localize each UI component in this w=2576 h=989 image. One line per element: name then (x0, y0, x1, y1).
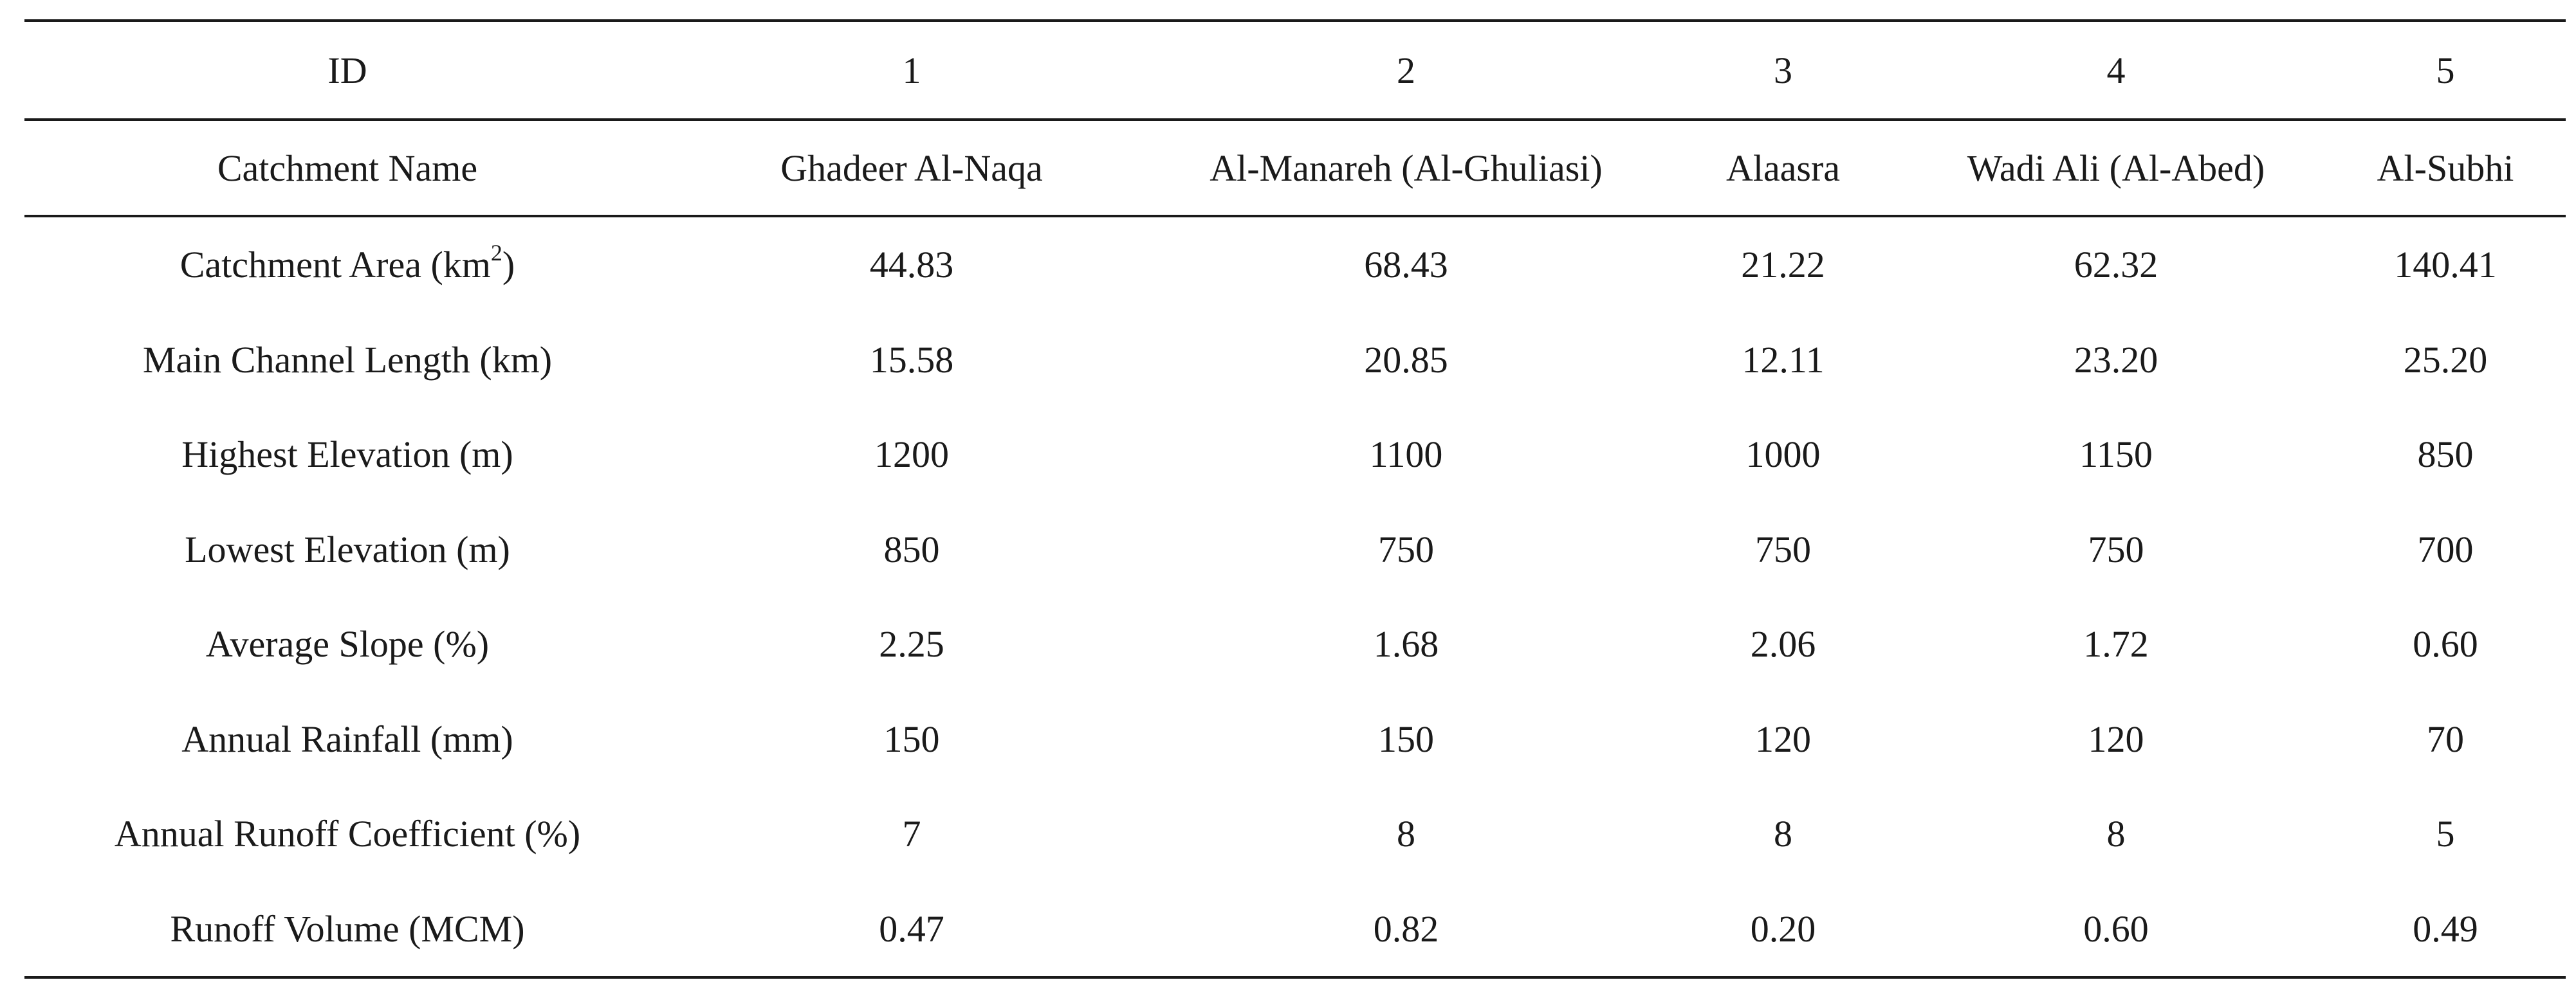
catchment-table-container: ID 1 2 3 4 5 Catchment Name Ghadeer Al-N… (24, 19, 2566, 979)
catchment-name-row: Catchment Name Ghadeer Al-Naqa Al-Manare… (24, 120, 2566, 217)
table-cell: 1.72 (2083, 623, 2149, 666)
table-cell: 0.47 (670, 881, 1153, 979)
row-label: Lowest Elevation (m) (185, 528, 510, 570)
table-row: Main Channel Length (km) 15.58 20.85 12.… (24, 313, 2566, 408)
row-label: Average Slope (%) (205, 623, 490, 666)
id-header-cell: 4 (1907, 19, 2325, 121)
table-row: Runoff Volume (MCM) 0.47 0.82 0.20 0.60 … (24, 881, 2566, 979)
table-cell: 25.20 (2403, 338, 2488, 381)
table-cell: 150 (883, 718, 940, 760)
catchment-name-cell: Wadi Ali (Al-Abed) (1907, 120, 2325, 217)
table-row: Lowest Elevation (m) 850 750 750 750 700 (24, 502, 2566, 597)
table-cell: 140.41 (2394, 244, 2497, 286)
table-cell: 15.58 (869, 338, 954, 381)
id-header-cell: 5 (2325, 19, 2566, 121)
table-cell: 7 (902, 813, 921, 855)
table-row: Annual Runoff Coefficient (%) 7 8 8 8 5 (24, 786, 2566, 882)
row-label: Annual Rainfall (mm) (181, 718, 513, 760)
table-cell: 5 (2436, 813, 2455, 855)
table-row: Annual Rainfall (mm) 150 150 120 120 70 (24, 692, 2566, 787)
row-label: Catchment Area (km2) (24, 216, 670, 313)
catchment-name-cell: Al-Manareh (Al-Ghuliasi) (1153, 120, 1659, 217)
table-cell: 120 (2088, 718, 2144, 760)
table-cell: 70 (2427, 718, 2464, 760)
table-cell: 2.06 (1750, 623, 1816, 666)
catchment-name-label: Catchment Name (24, 120, 670, 217)
table-cell: 0.60 (2413, 623, 2478, 666)
catchment-characteristics-table: ID 1 2 3 4 5 Catchment Name Ghadeer Al-N… (24, 19, 2566, 979)
table-row: Catchment Area (km2) 44.83 68.43 21.22 6… (24, 216, 2566, 313)
table-cell: 23.20 (2074, 338, 2158, 381)
table-cell: 1.68 (1373, 623, 1439, 666)
id-header-label: ID (24, 19, 670, 121)
table-row: Average Slope (%) 2.25 1.68 2.06 1.72 0.… (24, 597, 2566, 692)
table-cell: 21.22 (1741, 244, 1825, 286)
table-cell: 12.11 (1742, 338, 1825, 381)
table-cell: 750 (1378, 528, 1434, 570)
table-cell: 750 (1755, 528, 1811, 570)
row-label: Annual Runoff Coefficient (%) (114, 813, 581, 855)
table-cell: 8 (1397, 813, 1415, 855)
id-header-row: ID 1 2 3 4 5 (24, 19, 2566, 121)
table-cell: 120 (1755, 718, 1811, 760)
catchment-name-cell: Al-Subhi (2325, 120, 2566, 217)
id-header-cell: 2 (1153, 19, 1659, 121)
table-cell: 8 (2106, 813, 2126, 855)
table-cell: 1000 (1745, 433, 1821, 476)
table-row: Highest Elevation (m) 1200 1100 1000 115… (24, 407, 2566, 502)
table-header: ID 1 2 3 4 5 Catchment Name Ghadeer Al-N… (24, 19, 2566, 217)
row-label: Runoff Volume (MCM) (24, 881, 670, 979)
id-header-cell: 1 (670, 19, 1153, 121)
table-cell: 0.20 (1659, 881, 1907, 979)
row-label: Main Channel Length (km) (142, 338, 553, 381)
row-label: Highest Elevation (m) (181, 433, 513, 476)
table-cell: 62.32 (2074, 244, 2158, 286)
catchment-name-cell: Ghadeer Al-Naqa (670, 120, 1153, 217)
table-cell: 8 (1774, 813, 1792, 855)
catchment-name-cell: Alaasra (1659, 120, 1907, 217)
table-cell: 2.25 (879, 623, 944, 666)
table-cell: 1150 (2079, 433, 2153, 476)
table-cell: 0.82 (1153, 881, 1659, 979)
table-cell: 0.60 (1907, 881, 2325, 979)
table-cell: 150 (1378, 718, 1434, 760)
row-label-tail: ) (502, 244, 515, 286)
id-header-cell: 3 (1659, 19, 1907, 121)
table-cell: 850 (2417, 433, 2474, 476)
table-body: Catchment Area (km2) 44.83 68.43 21.22 6… (24, 216, 2566, 979)
row-label-superscript: 2 (490, 240, 502, 266)
table-cell: 700 (2417, 528, 2474, 570)
row-label-main: Catchment Area (km (179, 244, 491, 286)
table-cell: 68.43 (1364, 244, 1448, 286)
table-cell: 20.85 (1364, 338, 1448, 381)
table-cell: 850 (883, 528, 940, 570)
table-cell: 750 (2088, 528, 2144, 570)
table-cell: 0.49 (2325, 881, 2566, 979)
table-cell: 44.83 (869, 244, 954, 286)
table-cell: 1100 (1369, 433, 1443, 476)
table-cell: 1200 (874, 433, 949, 476)
